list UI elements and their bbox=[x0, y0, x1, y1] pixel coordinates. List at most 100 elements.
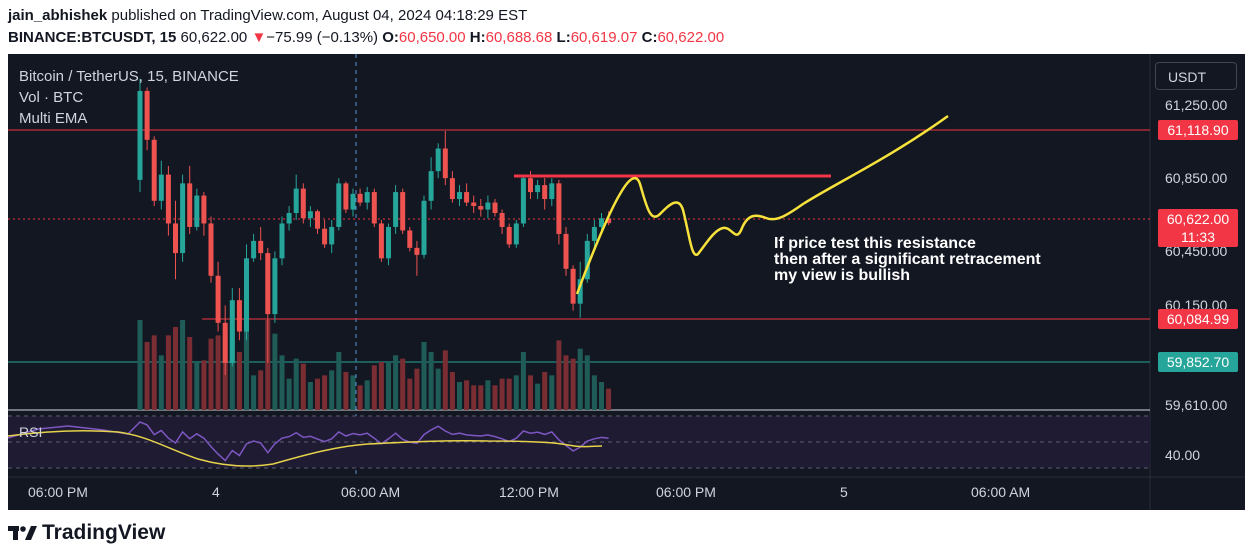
publish-text: published on TradingView.com, August 04,… bbox=[111, 7, 528, 24]
time-tick: 4 bbox=[212, 484, 220, 500]
volume-bar bbox=[606, 388, 612, 410]
currency-selector[interactable]: USDT bbox=[1155, 62, 1237, 90]
tradingview-logo[interactable]: TradingView bbox=[8, 521, 165, 545]
chart-area[interactable]: Bitcoin / TetherUS, 15, BINANCE Vol · BT… bbox=[8, 54, 1245, 510]
candle-body bbox=[570, 268, 576, 304]
candle-body bbox=[520, 178, 526, 224]
candle-body bbox=[158, 174, 164, 201]
price-tick: 59,610.00 bbox=[1165, 397, 1228, 413]
volume-bar bbox=[343, 372, 349, 410]
volume-bar bbox=[244, 320, 249, 410]
time-tick: 06:00 PM bbox=[656, 484, 716, 500]
ohlc-line: BINANCE:BTCUSDT, 15 60,622.00 ▼−75.99 (−… bbox=[8, 29, 724, 46]
rsi-line bbox=[8, 421, 609, 462]
rsi-tick: 40.00 bbox=[1165, 447, 1201, 463]
price-tick: 61,250.00 bbox=[1165, 97, 1228, 113]
candle-body bbox=[272, 258, 278, 315]
candle-body bbox=[315, 211, 320, 229]
legend-volume[interactable]: Vol · BTC bbox=[19, 89, 84, 106]
time-tick: 06:00 AM bbox=[971, 484, 1031, 500]
volume-bar bbox=[457, 382, 462, 410]
volume-bar bbox=[563, 355, 569, 410]
candle-body bbox=[187, 183, 193, 227]
volume-bar bbox=[570, 358, 576, 410]
volume-bar bbox=[428, 352, 434, 410]
candle-body bbox=[428, 171, 434, 201]
volume-bar bbox=[265, 320, 271, 410]
candle-body bbox=[528, 178, 533, 193]
candle-body bbox=[357, 193, 363, 203]
candle-body bbox=[449, 178, 455, 200]
candle-body bbox=[378, 223, 384, 259]
brand-name: TradingView bbox=[42, 521, 166, 544]
volume-bar bbox=[251, 375, 257, 410]
candle-body bbox=[471, 202, 477, 207]
candle-body bbox=[151, 139, 157, 201]
candle-body bbox=[144, 90, 150, 140]
candle-body bbox=[499, 213, 505, 227]
candle-body bbox=[584, 240, 590, 280]
volume-bar bbox=[414, 368, 420, 410]
volume-bar bbox=[535, 383, 541, 410]
volume-bar bbox=[137, 320, 143, 410]
volume-bar bbox=[478, 385, 484, 410]
volume-bar bbox=[272, 333, 278, 410]
candle-body bbox=[478, 206, 484, 210]
current-price-tag: 60,622.00 11:33 bbox=[1158, 209, 1238, 247]
time-tick: 5 bbox=[840, 484, 848, 500]
candle-body bbox=[286, 213, 292, 224]
volume-bar bbox=[407, 378, 413, 410]
volume-bar bbox=[208, 338, 214, 410]
candle-body bbox=[215, 275, 221, 323]
candle-body bbox=[251, 240, 257, 259]
volume-bar bbox=[144, 342, 150, 410]
candle-body bbox=[457, 192, 462, 200]
close-value: 60,622.00 bbox=[657, 29, 725, 46]
candle-body bbox=[329, 226, 335, 245]
annotation-line: then after a significant retracement bbox=[774, 251, 1041, 268]
candle-body bbox=[393, 192, 399, 227]
candle-body bbox=[173, 223, 178, 254]
volume-bar bbox=[300, 363, 306, 410]
candle-body bbox=[414, 247, 420, 255]
candle-body bbox=[137, 90, 143, 180]
volume-bar bbox=[180, 320, 186, 410]
candle-body bbox=[407, 230, 413, 248]
candle-body bbox=[201, 195, 207, 224]
volume-bar bbox=[520, 352, 526, 410]
candle-body bbox=[229, 300, 235, 363]
rsi-label[interactable]: RSI bbox=[19, 424, 43, 440]
volume-bar bbox=[599, 382, 604, 410]
candle-body bbox=[350, 193, 356, 210]
volume-bar bbox=[215, 335, 221, 410]
volume-bar bbox=[293, 358, 299, 410]
change-arrow-icon: ▼ bbox=[251, 29, 267, 46]
volume-bar bbox=[279, 355, 285, 410]
legend-ema[interactable]: Multi EMA bbox=[19, 110, 88, 127]
time-tick: 06:00 AM bbox=[341, 484, 401, 500]
volume-bar bbox=[549, 375, 555, 410]
candle-body bbox=[279, 223, 285, 259]
volume-bar bbox=[364, 380, 370, 410]
price-tick: 60,450.00 bbox=[1165, 243, 1228, 259]
annotation-line: my view is bullish bbox=[774, 267, 911, 284]
candle-body bbox=[222, 322, 228, 363]
volume-bar bbox=[591, 375, 597, 410]
candle-body bbox=[258, 240, 264, 254]
candle-body bbox=[386, 226, 391, 259]
price-chart-svg[interactable] bbox=[8, 54, 1245, 510]
low-label: L: bbox=[556, 29, 571, 46]
candle-body bbox=[336, 183, 342, 227]
annotation-text: If price test this resistance then after… bbox=[774, 236, 1041, 284]
candle-body bbox=[265, 253, 271, 315]
candle-body bbox=[293, 188, 299, 214]
time-tick: 12:00 PM bbox=[499, 484, 559, 500]
support-price-tag: 60,084.99 bbox=[1158, 309, 1238, 329]
legend-title[interactable]: Bitcoin / TetherUS, 15, BINANCE bbox=[19, 68, 239, 85]
volume-bar bbox=[513, 375, 519, 410]
candle-body bbox=[364, 192, 370, 203]
candle-body bbox=[556, 183, 562, 234]
volume-bar bbox=[173, 327, 178, 410]
high-value: 60,688.68 bbox=[485, 29, 553, 46]
volume-bar bbox=[151, 335, 157, 410]
